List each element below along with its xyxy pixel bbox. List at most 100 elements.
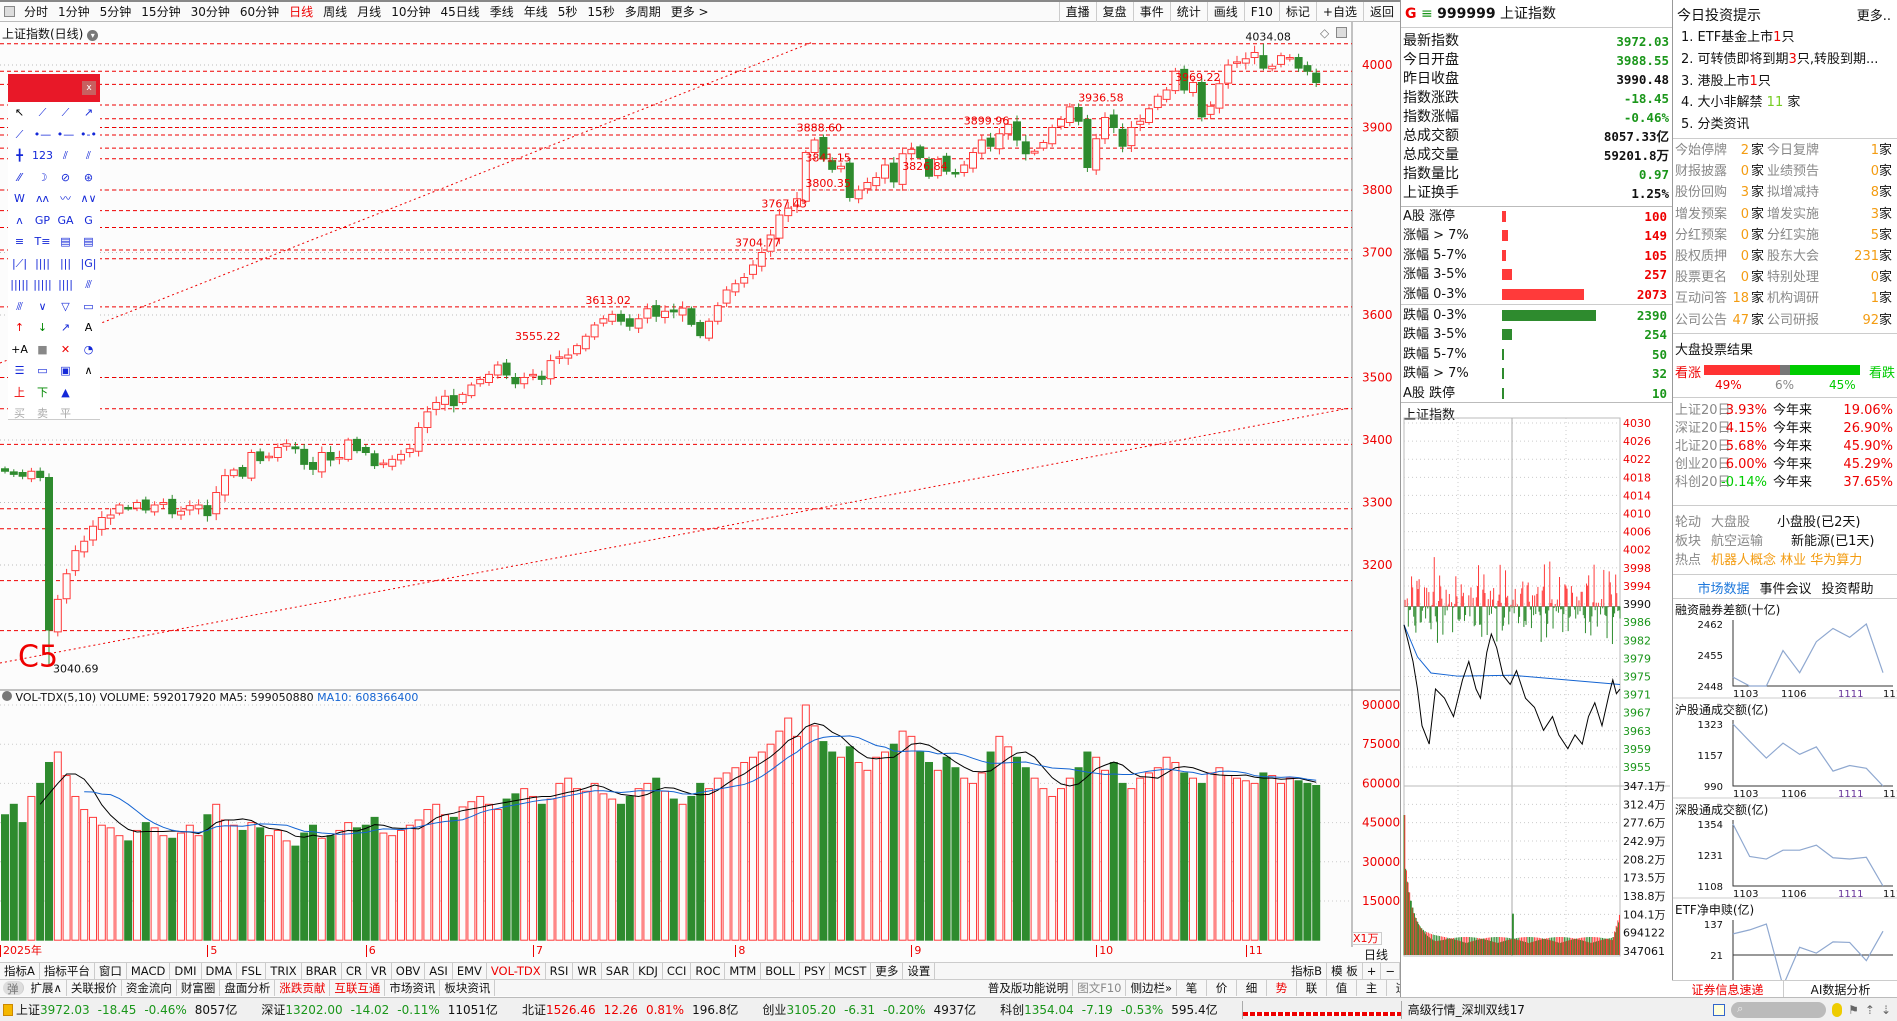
volume-bar[interactable] [203,814,212,941]
candle[interactable] [9,469,18,477]
index-ticker[interactable]: 北证1526.46 12.26 0.81% 196.8亿 [522,1001,746,1018]
candle[interactable] [256,448,265,465]
screenshot-icon[interactable]: ▣ [60,364,71,377]
candle[interactable] [1206,101,1215,120]
line-icon[interactable]: ⟋ [38,106,47,119]
sell-icon[interactable]: 卖 [37,407,48,420]
volume-bar[interactable] [370,816,379,941]
volume-bar[interactable] [36,782,45,941]
indicator-tab[interactable]: MCST [830,963,872,979]
tab-period[interactable]: 60分钟 [239,5,280,19]
indicator-tab[interactable]: 设置 [903,963,936,979]
tab-period[interactable]: 更多 > [670,5,709,19]
volume-bar[interactable] [1039,788,1048,941]
up-arrow-icon[interactable]: ↑ [14,321,25,334]
volume-bar[interactable] [1013,756,1021,941]
bottom-tab[interactable]: 市场资讯 [385,980,441,996]
indicator-tab[interactable]: ASI [425,963,453,979]
volume-bar[interactable] [916,751,925,941]
candle[interactable] [1312,68,1321,87]
hide-icon[interactable]: ◔ [83,342,94,356]
bottom-tab-right[interactable]: 价 [1207,980,1237,996]
candle[interactable] [124,504,133,511]
index-ticker[interactable]: 科创1354.04 -7.19 -0.53% 595.4亿 [1000,1001,1226,1018]
tab-period[interactable]: 45日线 [440,5,480,19]
tip-item[interactable]: 4. 大小非解禁 11 家 [1681,91,1800,110]
indicator-tab[interactable]: OBV [392,963,426,979]
flag-icon[interactable]: ⚑ [1848,1002,1859,1017]
volume-bar[interactable] [599,793,608,941]
list-icon[interactable]: ☰ [14,364,25,377]
candle[interactable] [1303,61,1312,76]
toolbar-button[interactable]: 复盘 [1095,2,1133,22]
candle[interactable] [1092,133,1101,175]
volume-bar[interactable] [898,730,907,941]
volume-bar[interactable] [537,803,546,941]
candle[interactable] [441,389,449,411]
candle[interactable] [617,310,625,326]
indicator-tab[interactable]: DMI [170,963,202,979]
candle[interactable] [53,594,62,637]
volume-bar[interactable] [265,835,273,941]
candle[interactable] [1224,59,1233,89]
volume-bar[interactable] [18,822,27,941]
candle[interactable] [1250,45,1259,65]
candle[interactable] [133,499,141,512]
candle[interactable] [36,467,45,482]
volume-bar[interactable] [907,735,916,941]
volume-bar[interactable] [801,704,810,941]
candle[interactable] [493,361,502,379]
volume-bar[interactable] [221,819,229,941]
candle[interactable] [845,159,854,202]
volume-bar[interactable] [441,814,449,941]
candle[interactable] [819,134,828,162]
candle[interactable] [89,520,97,546]
index-ticker[interactable]: 上证3972.03 -18.45 -0.46% 8057亿 [16,1001,245,1018]
event-row[interactable]: 股票更名 0 家特别处理 0 家 [1675,268,1895,288]
candle[interactable] [511,373,520,389]
search-input[interactable]: ⌕ [1731,1001,1827,1018]
speed-lines-icon[interactable]: ▤ [60,235,71,248]
candle[interactable] [405,443,414,458]
tab-market-info[interactable]: 投资帮助 [1821,582,1874,597]
indicator-tab[interactable]: EMV [453,963,487,979]
candle[interactable] [520,372,529,389]
candle[interactable] [713,302,722,325]
volume-bar[interactable] [652,777,661,941]
period-lines-icon[interactable]: ||||| [33,278,52,291]
intraday-chart[interactable]: 4030 4026 4022 4018 4014 4010 4006 4002 3998 3994… [1401,0,1673,960]
zigzag-icon[interactable]: ∧∨ [80,192,97,205]
volume-bar[interactable] [1118,782,1127,941]
candle[interactable] [529,369,537,381]
triangle-mark-icon[interactable]: ▲ [61,385,70,399]
volume-bar[interactable] [1057,788,1065,941]
head-shoulder-icon[interactable]: ʌ [16,213,23,227]
volume-bar[interactable] [1083,751,1092,941]
candle[interactable] [476,376,485,387]
rectangle-icon[interactable]: ▭ [83,299,94,313]
candle[interactable] [634,313,643,333]
volume-bar[interactable] [159,835,168,941]
hline-icon[interactable]: •— [33,127,52,141]
candle[interactable] [881,159,889,184]
tab-period[interactable]: 日线 [289,5,314,19]
volume-bar[interactable] [141,822,150,941]
toolbar-button[interactable]: 返回 [1362,2,1400,22]
candle[interactable] [432,396,441,416]
volume-bar[interactable] [115,835,124,941]
candle[interactable] [775,209,784,245]
indicator-tab[interactable]: FSL [237,963,267,979]
bottom-tab[interactable]: 资金流向 [122,980,177,996]
g-time-icon[interactable]: |G| [80,256,97,270]
more-link[interactable]: 更多.. [1856,9,1891,24]
volume-bar[interactable] [449,816,458,941]
volume-bar[interactable] [669,798,678,941]
volume-bar[interactable] [555,782,564,941]
volume-bar[interactable] [1,814,9,941]
volume-bar[interactable] [643,782,652,941]
indicator-tab[interactable]: VR [367,963,392,979]
candle[interactable] [1277,52,1285,68]
candle[interactable] [1021,135,1030,161]
candle[interactable] [863,177,872,194]
candle[interactable] [678,301,687,322]
